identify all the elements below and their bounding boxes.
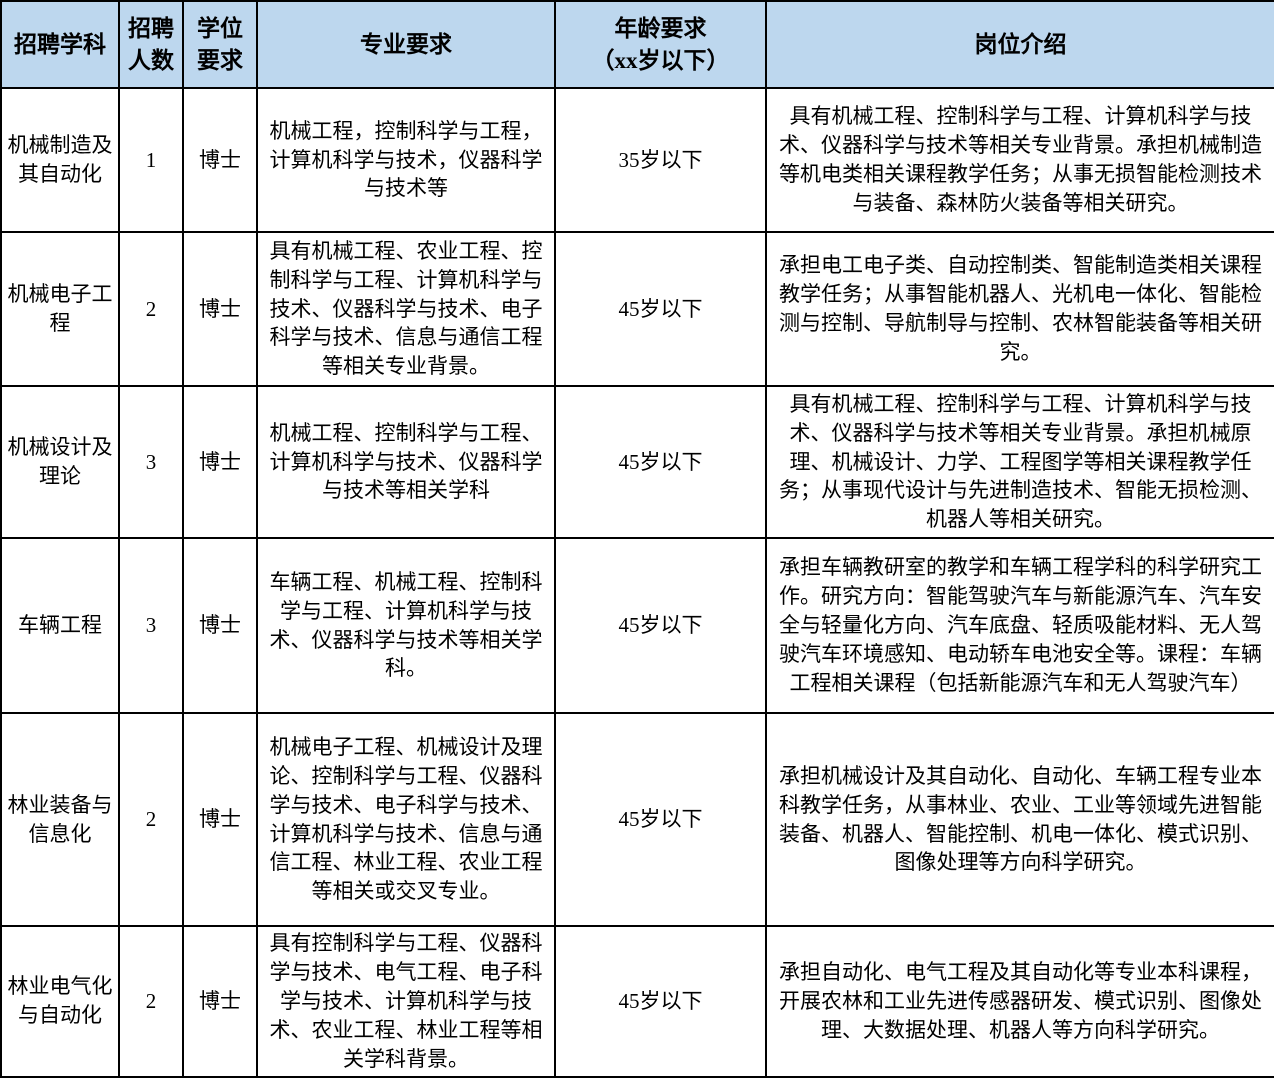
cell-intro: 具有机械工程、控制科学与工程、计算机科学与技术、仪器科学与技术等相关专业背景。承… bbox=[765, 87, 1274, 233]
cell-major: 车辆工程、机械工程、控制科学与工程、计算机科学与技术、仪器科学与技术等相关学科。 bbox=[256, 537, 556, 714]
cell-intro: 承担电工电子类、自动控制类、智能制造类相关课程教学任务；从事智能机器人、光机电一… bbox=[765, 231, 1274, 387]
cell-count: 2 bbox=[118, 712, 184, 927]
cell-major: 机械电子工程、机械设计及理论、控制科学与工程、仪器科学与技术、电子科学与技术、计… bbox=[256, 712, 556, 927]
cell-subject: 车辆工程 bbox=[0, 537, 120, 714]
cell-major: 机械工程、控制科学与工程、计算机科学与技术、仪器科学与技术等相关学科 bbox=[256, 385, 556, 539]
table-row: 机械制造及其自动化 1 博士 机械工程，控制科学与工程，计算机科学与技术，仪器科… bbox=[0, 87, 1274, 233]
cell-subject: 机械制造及其自动化 bbox=[0, 87, 120, 233]
header-subject: 招聘学科 bbox=[0, 0, 120, 89]
cell-age: 45岁以下 bbox=[554, 712, 767, 927]
cell-intro: 具有机械工程、控制科学与工程、计算机科学与技术、仪器科学与技术等相关专业背景。承… bbox=[765, 385, 1274, 539]
cell-intro: 承担自动化、电气工程及其自动化等专业本科课程，开展农林和工业先进传感器研发、模式… bbox=[765, 925, 1274, 1078]
cell-intro: 承担机械设计及其自动化、自动化、车辆工程专业本科教学任务，从事林业、农业、工业等… bbox=[765, 712, 1274, 927]
table-row: 机械设计及理论 3 博士 机械工程、控制科学与工程、计算机科学与技术、仪器科学与… bbox=[0, 385, 1274, 539]
cell-degree: 博士 bbox=[182, 87, 258, 233]
table-row: 林业装备与信息化 2 博士 机械电子工程、机械设计及理论、控制科学与工程、仪器科… bbox=[0, 712, 1274, 927]
cell-intro: 承担车辆教研室的教学和车辆工程学科的科学研究工作。研究方向：智能驾驶汽车与新能源… bbox=[765, 537, 1274, 714]
cell-age: 35岁以下 bbox=[554, 87, 767, 233]
header-age: 年龄要求 （xx岁以下） bbox=[554, 0, 767, 89]
cell-subject: 机械设计及理论 bbox=[0, 385, 120, 539]
cell-count: 3 bbox=[118, 537, 184, 714]
cell-degree: 博士 bbox=[182, 231, 258, 387]
table-row: 车辆工程 3 博士 车辆工程、机械工程、控制科学与工程、计算机科学与技术、仪器科… bbox=[0, 537, 1274, 714]
cell-subject: 林业装备与信息化 bbox=[0, 712, 120, 927]
cell-age: 45岁以下 bbox=[554, 385, 767, 539]
cell-major: 具有机械工程、农业工程、控制科学与工程、计算机科学与技术、仪器科学与技术、电子科… bbox=[256, 231, 556, 387]
cell-count: 2 bbox=[118, 231, 184, 387]
cell-degree: 博士 bbox=[182, 385, 258, 539]
header-degree: 学位要求 bbox=[182, 0, 258, 89]
header-count: 招聘人数 bbox=[118, 0, 184, 89]
cell-count: 2 bbox=[118, 925, 184, 1078]
header-row: 招聘学科 招聘人数 学位要求 专业要求 年龄要求 （xx岁以下） 岗位介绍 bbox=[0, 0, 1274, 89]
cell-degree: 博士 bbox=[182, 712, 258, 927]
header-intro: 岗位介绍 bbox=[765, 0, 1274, 89]
cell-count: 1 bbox=[118, 87, 184, 233]
cell-degree: 博士 bbox=[182, 537, 258, 714]
table-row: 机械电子工程 2 博士 具有机械工程、农业工程、控制科学与工程、计算机科学与技术… bbox=[0, 231, 1274, 387]
cell-count: 3 bbox=[118, 385, 184, 539]
cell-subject: 林业电气化与自动化 bbox=[0, 925, 120, 1078]
table-row: 林业电气化与自动化 2 博士 具有控制科学与工程、仪器科学与技术、电气工程、电子… bbox=[0, 925, 1274, 1078]
cell-age: 45岁以下 bbox=[554, 925, 767, 1078]
cell-major: 具有控制科学与工程、仪器科学与技术、电气工程、电子科学与技术、计算机科学与技术、… bbox=[256, 925, 556, 1078]
cell-age: 45岁以下 bbox=[554, 537, 767, 714]
cell-major: 机械工程，控制科学与工程，计算机科学与技术，仪器科学与技术等 bbox=[256, 87, 556, 233]
cell-age: 45岁以下 bbox=[554, 231, 767, 387]
cell-degree: 博士 bbox=[182, 925, 258, 1078]
cell-subject: 机械电子工程 bbox=[0, 231, 120, 387]
header-major: 专业要求 bbox=[256, 0, 556, 89]
